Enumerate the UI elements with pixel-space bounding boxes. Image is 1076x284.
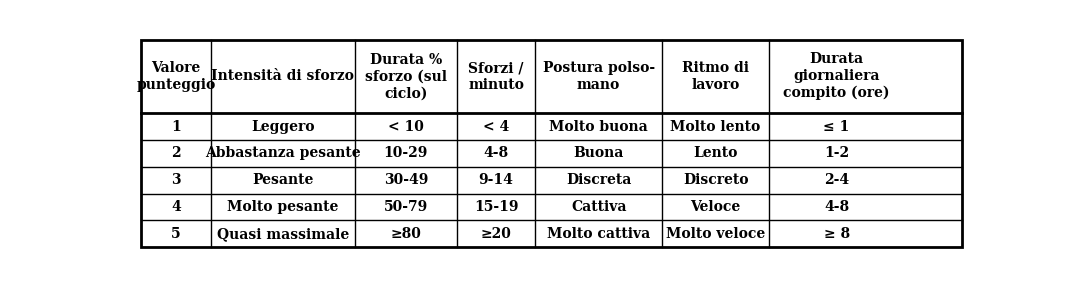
Text: 50-79: 50-79 — [384, 200, 428, 214]
Text: Molto veloce: Molto veloce — [666, 227, 765, 241]
Text: Molto cattiva: Molto cattiva — [547, 227, 650, 241]
Text: Cattiva: Cattiva — [571, 200, 626, 214]
Text: 4-8: 4-8 — [824, 200, 849, 214]
Text: Postura polso-
mano: Postura polso- mano — [542, 61, 654, 92]
Text: 5: 5 — [171, 227, 181, 241]
Text: Molto pesante: Molto pesante — [227, 200, 339, 214]
Text: Durata
giornaliera
compito (ore): Durata giornaliera compito (ore) — [783, 53, 890, 101]
Text: Sforzi /
minuto: Sforzi / minuto — [468, 61, 524, 92]
Text: Valore
punteggio: Valore punteggio — [137, 61, 215, 92]
Text: Intensità di sforzo: Intensità di sforzo — [211, 69, 354, 83]
Text: 4: 4 — [171, 200, 181, 214]
Text: 4-8: 4-8 — [483, 147, 509, 160]
Text: Buona: Buona — [574, 147, 624, 160]
Text: Molto buona: Molto buona — [549, 120, 648, 134]
Text: Molto lento: Molto lento — [670, 120, 761, 134]
Text: < 4: < 4 — [483, 120, 509, 134]
Text: Lento: Lento — [693, 147, 738, 160]
Text: 15-19: 15-19 — [473, 200, 519, 214]
Text: Discreta: Discreta — [566, 173, 632, 187]
Text: Ritmo di
lavoro: Ritmo di lavoro — [682, 61, 749, 92]
Text: ≥20: ≥20 — [481, 227, 511, 241]
Text: Discreto: Discreto — [683, 173, 748, 187]
Text: < 10: < 10 — [387, 120, 424, 134]
Text: 3: 3 — [171, 173, 181, 187]
Text: ≥80: ≥80 — [391, 227, 421, 241]
Text: Pesante: Pesante — [252, 173, 313, 187]
Text: Quasi massimale: Quasi massimale — [216, 227, 349, 241]
Text: 30-49: 30-49 — [384, 173, 428, 187]
Text: 1: 1 — [171, 120, 181, 134]
Text: ≤ 1: ≤ 1 — [823, 120, 850, 134]
Text: Durata %
sforzo (sul
ciclo): Durata % sforzo (sul ciclo) — [365, 53, 447, 100]
Text: Veloce: Veloce — [691, 200, 740, 214]
Text: 9-14: 9-14 — [479, 173, 513, 187]
Text: 2-4: 2-4 — [824, 173, 849, 187]
Text: 2: 2 — [171, 147, 181, 160]
Text: 10-29: 10-29 — [384, 147, 428, 160]
Text: Leggero: Leggero — [251, 120, 314, 134]
Text: ≥ 8: ≥ 8 — [823, 227, 850, 241]
Text: 1-2: 1-2 — [824, 147, 849, 160]
Text: Abbastanza pesante: Abbastanza pesante — [204, 147, 360, 160]
